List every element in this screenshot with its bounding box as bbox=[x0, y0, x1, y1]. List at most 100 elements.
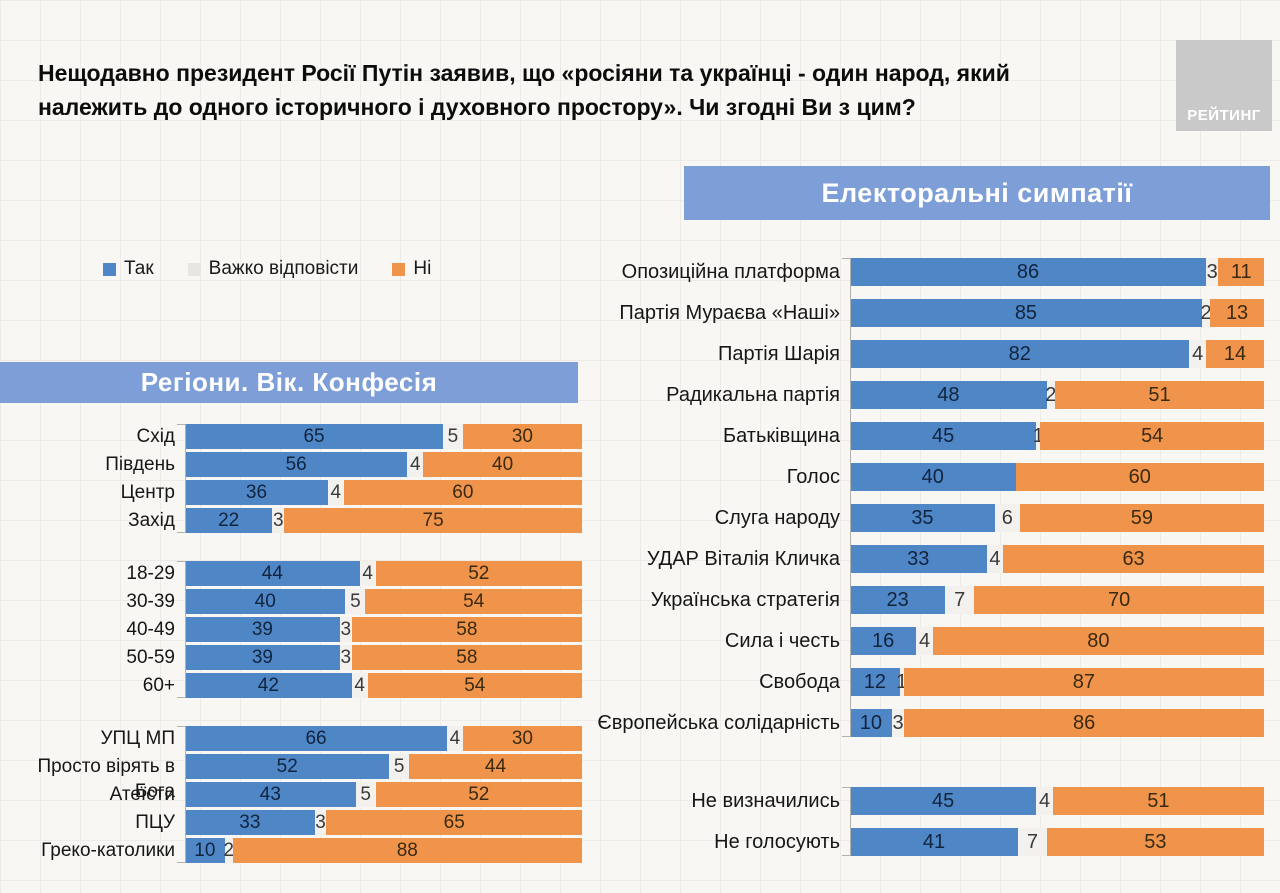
bar-segment-no: 60 bbox=[1015, 463, 1264, 491]
row-label: Схід bbox=[136, 426, 175, 447]
bar-row: Європейська солідарність 10 3 86 bbox=[560, 709, 1264, 737]
row-label: 18-29 bbox=[126, 563, 175, 584]
row-label: Батьківщина bbox=[722, 425, 840, 447]
row-plot: 44 4 52 bbox=[185, 561, 582, 586]
axis-line bbox=[177, 424, 186, 533]
row-label: Центр bbox=[120, 482, 175, 503]
row-label: Європейська солідарність bbox=[597, 712, 840, 734]
row-plot: 10 2 88 bbox=[185, 838, 582, 863]
bar-value: 52 bbox=[468, 783, 490, 805]
row-plot: 82 4 14 bbox=[850, 340, 1264, 368]
legend-label: Важко відповісти bbox=[208, 258, 359, 279]
bar-value: 11 bbox=[1230, 260, 1252, 283]
bar-segment-no: 51 bbox=[1054, 381, 1264, 409]
bar-value: 41 bbox=[922, 830, 946, 853]
bar-segment-no: 52 bbox=[375, 782, 582, 807]
bar-segment-dk: 3 bbox=[1206, 258, 1219, 286]
bar-value: 48 bbox=[937, 383, 960, 406]
row-label: Голос bbox=[786, 466, 840, 488]
axis-line bbox=[177, 561, 186, 698]
bar-segment-no: 86 bbox=[904, 709, 1264, 737]
bar-segment-yes: 82 bbox=[850, 340, 1190, 368]
bar-value: 3 bbox=[1206, 260, 1218, 283]
row-label: Просто вірять в Бога bbox=[37, 756, 175, 802]
bar-value: 52 bbox=[276, 755, 298, 777]
bar-row: 18-29 44 4 52 bbox=[0, 561, 582, 586]
bar-value: 80 bbox=[1087, 629, 1110, 652]
bar-segment-dk: 4 bbox=[1189, 340, 1207, 368]
bar-value: 66 bbox=[305, 727, 327, 749]
bar-segment-no: 58 bbox=[351, 645, 582, 670]
row-plot: 10 3 86 bbox=[850, 709, 1264, 737]
bar-segment-yes: 36 bbox=[185, 480, 328, 505]
row-plot: 86 3 11 bbox=[850, 258, 1264, 286]
bar-value: 40 bbox=[254, 590, 276, 612]
legend-swatch-icon bbox=[187, 262, 201, 276]
bar-value: 65 bbox=[443, 811, 465, 833]
row-plot: 52 5 44 bbox=[185, 754, 582, 779]
bar-row: Українська стратегія 23 7 70 bbox=[560, 586, 1264, 614]
bar-row: Слуга народу 35 6 59 bbox=[560, 504, 1264, 532]
bar-value: 39 bbox=[251, 618, 273, 640]
bar-row: Просто вірять в Бога 52 5 44 bbox=[0, 754, 582, 802]
bar-value: 10 bbox=[194, 839, 216, 861]
bar-segment-dk: 1 bbox=[1033, 422, 1044, 450]
bar-value: 86 bbox=[1073, 711, 1096, 734]
bar-segment-no: 13 bbox=[1210, 299, 1264, 327]
bar-value: 3 bbox=[315, 811, 326, 833]
bar-value: 3 bbox=[272, 509, 284, 531]
bar-segment-no: 11 bbox=[1218, 258, 1264, 286]
bar-segment-no: 40 bbox=[423, 452, 582, 477]
bar-row: Свобода 12 1 87 bbox=[560, 668, 1264, 696]
bar-row: 60+ 42 4 54 bbox=[0, 673, 582, 698]
bar-value: 4 bbox=[449, 727, 461, 749]
row-label: Греко-католики bbox=[41, 840, 175, 861]
row-plot: 16 4 80 bbox=[850, 627, 1264, 655]
bar-segment-yes: 10 bbox=[185, 838, 225, 863]
row-plot: 66 4 30 bbox=[185, 726, 582, 751]
bar-value: 45 bbox=[932, 424, 955, 447]
bar-group-parties: Опозиційна платформа 86 3 11 Партія Мураєва … bbox=[560, 258, 1264, 737]
bar-value: 3 bbox=[340, 618, 352, 640]
bar-value: 2 bbox=[1045, 383, 1057, 406]
bar-value: 7 bbox=[954, 588, 966, 611]
bar-value: 51 bbox=[1148, 383, 1171, 406]
bar-value: 88 bbox=[396, 839, 418, 861]
bar-segment-no: 75 bbox=[284, 508, 582, 533]
row-label: ПЦУ bbox=[135, 812, 175, 833]
legend-item-1: Важко відповісти bbox=[187, 258, 359, 280]
bar-segment-yes: 39 bbox=[185, 645, 340, 670]
row-label: Українська стратегія bbox=[650, 589, 840, 611]
bar-value: 40 bbox=[492, 453, 514, 475]
bar-segment-dk: 4 bbox=[916, 627, 933, 655]
bar-segment-yes: 85 bbox=[850, 299, 1202, 327]
bar-segment-yes: 48 bbox=[850, 381, 1047, 409]
bar-row: Партія Мураєва «Наші» 85 2 13 bbox=[560, 299, 1264, 327]
bar-segment-dk: 3 bbox=[891, 709, 905, 737]
bar-segment-yes: 40 bbox=[185, 589, 346, 614]
bar-segment-yes: 43 bbox=[185, 782, 356, 807]
bar-segment-dk: 4 bbox=[407, 452, 424, 477]
bar-row: Не визначились 45 4 51 bbox=[560, 787, 1264, 815]
row-label: Партія Шарія bbox=[717, 343, 840, 365]
bar-value: 3 bbox=[340, 646, 352, 668]
bar-segment-yes: 33 bbox=[185, 810, 315, 835]
row-plot: 35 6 59 bbox=[850, 504, 1264, 532]
row-label: Партія Мураєва «Наші» bbox=[619, 302, 840, 324]
bar-row: Греко-католики 10 2 88 bbox=[0, 838, 582, 863]
bar-row: Центр 36 4 60 bbox=[0, 480, 582, 505]
bar-row: ПЦУ 33 3 65 bbox=[0, 810, 582, 835]
bar-segment-no: 87 bbox=[903, 668, 1264, 696]
row-label: 50-59 bbox=[126, 647, 175, 668]
bar-segment-yes: 12 bbox=[850, 668, 900, 696]
bar-row: 30-39 40 5 54 bbox=[0, 589, 582, 614]
legend-swatch-icon bbox=[103, 262, 116, 276]
row-label: Захід bbox=[128, 510, 175, 531]
survey-question-title: Нещодавно президент Росії Путін заявив, … bbox=[38, 56, 1118, 124]
bar-segment-yes: 35 bbox=[850, 504, 995, 532]
row-plot: 39 3 58 bbox=[185, 617, 582, 642]
row-label: Свобода bbox=[759, 671, 840, 693]
bar-value: 58 bbox=[456, 646, 478, 668]
bar-value: 60 bbox=[1128, 465, 1151, 488]
row-plot: 42 4 54 bbox=[185, 673, 582, 698]
